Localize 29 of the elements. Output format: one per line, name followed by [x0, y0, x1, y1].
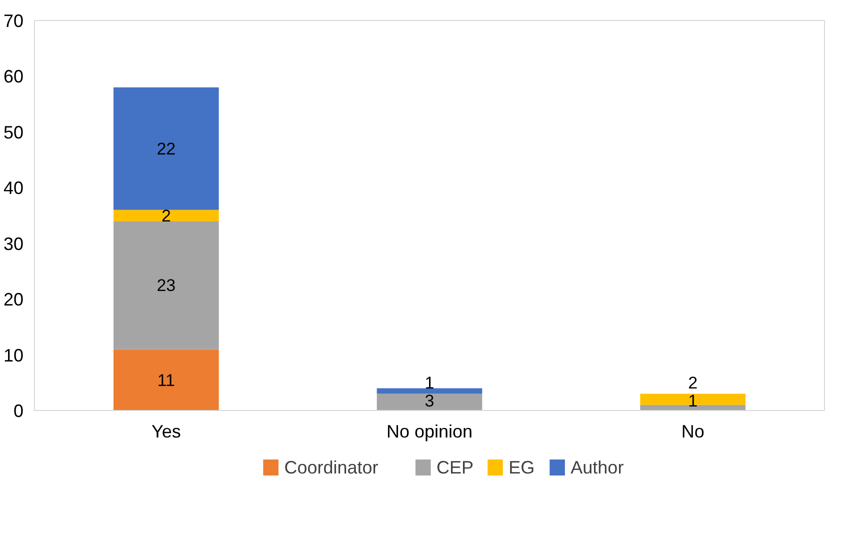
y-tick-label: 60 — [3, 66, 24, 87]
data-label: 2 — [161, 206, 171, 226]
y-tick-label: 40 — [3, 178, 24, 198]
bar — [640, 394, 746, 405]
data-label: 2 — [688, 374, 698, 392]
legend-label: EG — [508, 458, 535, 478]
bar — [114, 210, 219, 222]
data-label: 11 — [157, 370, 175, 390]
y-tick-label: 0 — [13, 401, 24, 421]
x-tick-label: No opinion — [386, 422, 473, 442]
y-tick-label: 20 — [3, 290, 24, 310]
y-tick-label: 30 — [3, 234, 24, 254]
y-tick-label: 70 — [3, 11, 24, 31]
bar — [376, 388, 482, 394]
bar — [114, 349, 219, 410]
bar — [114, 87, 219, 210]
data-label: 1 — [424, 374, 434, 392]
data-label: 23 — [156, 276, 176, 296]
data-label: 22 — [156, 140, 176, 159]
legend-label: CEP — [436, 458, 474, 478]
x-tick-label: No — [681, 422, 704, 442]
bar — [114, 221, 219, 350]
legend-label: Author — [570, 458, 624, 478]
legend-label: Coordinator — [284, 458, 378, 478]
y-tick-label: 10 — [3, 345, 24, 366]
x-tick-label: Yes — [151, 422, 181, 442]
data-label: 3 — [424, 392, 434, 410]
y-tick-label: 50 — [3, 122, 24, 142]
bar — [376, 394, 482, 410]
